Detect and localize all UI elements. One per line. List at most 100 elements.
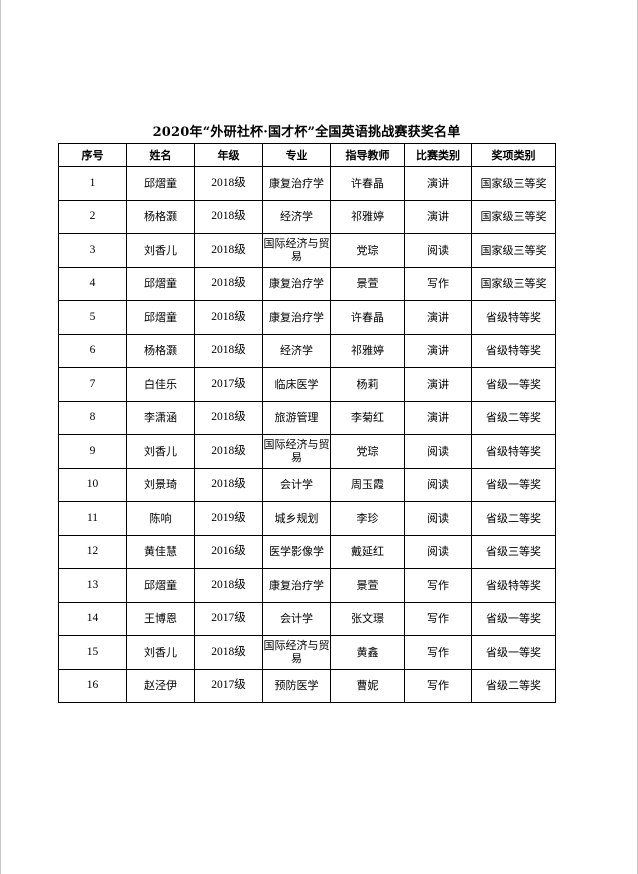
cell-category: 阅读 (404, 501, 472, 536)
cell-advisor: 许春晶 (330, 166, 405, 201)
cell-award: 省级二等奖 (471, 668, 556, 703)
cell-index: 2 (58, 199, 127, 234)
cell-advisor: 杨莉 (330, 367, 405, 402)
cell-category: 阅读 (404, 467, 472, 502)
page-edge-left (0, 0, 1, 874)
cell-major: 康复治疗学 (262, 568, 331, 603)
table-row: 9 刘香儿 2018级 国际经济与贸易 党琮 阅读 省级特等奖 (58, 434, 556, 469)
cell-advisor: 党琮 (330, 233, 405, 268)
cell-award: 国家级三等奖 (471, 233, 556, 268)
cell-award: 省级三等奖 (471, 534, 556, 569)
cell-advisor: 党琮 (330, 434, 405, 469)
cell-award: 省级一等奖 (471, 635, 556, 670)
cell-category: 写作 (404, 635, 472, 670)
cell-advisor: 景萱 (330, 266, 405, 301)
cell-grade: 2018级 (194, 467, 263, 502)
cell-advisor: 周玉霞 (330, 467, 405, 502)
column-header-award: 奖项类别 (471, 143, 556, 167)
cell-advisor: 张文璟 (330, 601, 405, 636)
cell-index: 3 (58, 233, 127, 268)
cell-name: 黄佳慧 (126, 534, 195, 569)
cell-category: 写作 (404, 668, 472, 703)
column-header-index: 序号 (58, 143, 127, 167)
cell-name: 杨格灏 (126, 199, 195, 234)
cell-index: 15 (58, 635, 127, 670)
cell-advisor: 祁雅婷 (330, 333, 405, 368)
cell-advisor: 李珍 (330, 501, 405, 536)
column-header-major: 专业 (262, 143, 331, 167)
column-header-category: 比赛类别 (404, 143, 472, 167)
column-header-name: 姓名 (126, 143, 195, 167)
cell-grade: 2018级 (194, 635, 263, 670)
cell-category: 写作 (404, 568, 472, 603)
cell-category: 阅读 (404, 233, 472, 268)
cell-major: 经济学 (262, 199, 331, 234)
cell-index: 14 (58, 601, 127, 636)
cell-category: 阅读 (404, 534, 472, 569)
cell-name: 王博恩 (126, 601, 195, 636)
cell-award: 省级一等奖 (471, 601, 556, 636)
cell-category: 演讲 (404, 199, 472, 234)
table-row: 6 杨格灏 2018级 经济学 祁雅婷 演讲 省级特等奖 (58, 333, 556, 368)
cell-index: 12 (58, 534, 127, 569)
cell-name: 杨格灏 (126, 333, 195, 368)
column-header-advisor: 指导教师 (330, 143, 405, 167)
cell-index: 6 (58, 333, 127, 368)
table-row: 3 刘香儿 2018级 国际经济与贸易 党琮 阅读 国家级三等奖 (58, 233, 556, 268)
cell-grade: 2019级 (194, 501, 263, 536)
award-table: 序号 姓名 年级 专业 指导教师 比赛类别 奖项类别 1 邱熠童 2018级 康复治疗学 许春晶 演讲… (58, 143, 556, 703)
cell-category: 写作 (404, 266, 472, 301)
cell-major: 临床医学 (262, 367, 331, 402)
cell-advisor: 景萱 (330, 568, 405, 603)
cell-major: 会计学 (262, 601, 331, 636)
cell-grade: 2018级 (194, 568, 263, 603)
cell-grade: 2018级 (194, 166, 263, 201)
cell-grade: 2018级 (194, 300, 263, 335)
table-row: 10 刘景琦 2018级 会计学 周玉霞 阅读 省级一等奖 (58, 467, 556, 502)
cell-award: 省级特等奖 (471, 300, 556, 335)
cell-grade: 2017级 (194, 601, 263, 636)
cell-advisor: 黄鑫 (330, 635, 405, 670)
cell-award: 省级特等奖 (471, 333, 556, 368)
cell-name: 白佳乐 (126, 367, 195, 402)
cell-category: 演讲 (404, 166, 472, 201)
cell-major: 国际经济与贸易 (262, 434, 331, 469)
cell-index: 9 (58, 434, 127, 469)
cell-name: 赵泾伊 (126, 668, 195, 703)
cell-grade: 2018级 (194, 233, 263, 268)
cell-major: 旅游管理 (262, 400, 331, 435)
cell-major: 国际经济与贸易 (262, 233, 331, 268)
cell-award: 省级特等奖 (471, 568, 556, 603)
cell-index: 10 (58, 467, 127, 502)
cell-advisor: 曹妮 (330, 668, 405, 703)
cell-award: 国家级三等奖 (471, 199, 556, 234)
cell-category: 写作 (404, 601, 472, 636)
cell-index: 13 (58, 568, 127, 603)
cell-advisor: 祁雅婷 (330, 199, 405, 234)
cell-index: 1 (58, 166, 127, 201)
cell-index: 11 (58, 501, 127, 536)
cell-index: 16 (58, 668, 127, 703)
cell-grade: 2017级 (194, 668, 263, 703)
cell-name: 李潇涵 (126, 400, 195, 435)
table-row: 8 李潇涵 2018级 旅游管理 李菊红 演讲 省级二等奖 (58, 400, 556, 435)
cell-advisor: 许春晶 (330, 300, 405, 335)
cell-grade: 2018级 (194, 266, 263, 301)
cell-major: 国际经济与贸易 (262, 635, 331, 670)
cell-category: 演讲 (404, 367, 472, 402)
cell-grade: 2018级 (194, 434, 263, 469)
cell-category: 演讲 (404, 400, 472, 435)
cell-major: 康复治疗学 (262, 266, 331, 301)
cell-category: 演讲 (404, 333, 472, 368)
table-row: 1 邱熠童 2018级 康复治疗学 许春晶 演讲 国家级三等奖 (58, 166, 556, 201)
column-header-grade: 年级 (194, 143, 263, 167)
cell-category: 演讲 (404, 300, 472, 335)
cell-advisor: 戴延红 (330, 534, 405, 569)
cell-award: 国家级三等奖 (471, 166, 556, 201)
document-title: 2020年“外研社杯·国才杯”全国英语挑战赛获奖名单 (152, 125, 461, 140)
cell-major: 康复治疗学 (262, 300, 331, 335)
cell-major: 预防医学 (262, 668, 331, 703)
table-row: 4 邱熠童 2018级 康复治疗学 景萱 写作 国家级三等奖 (58, 266, 556, 301)
cell-index: 8 (58, 400, 127, 435)
cell-grade: 2018级 (194, 400, 263, 435)
